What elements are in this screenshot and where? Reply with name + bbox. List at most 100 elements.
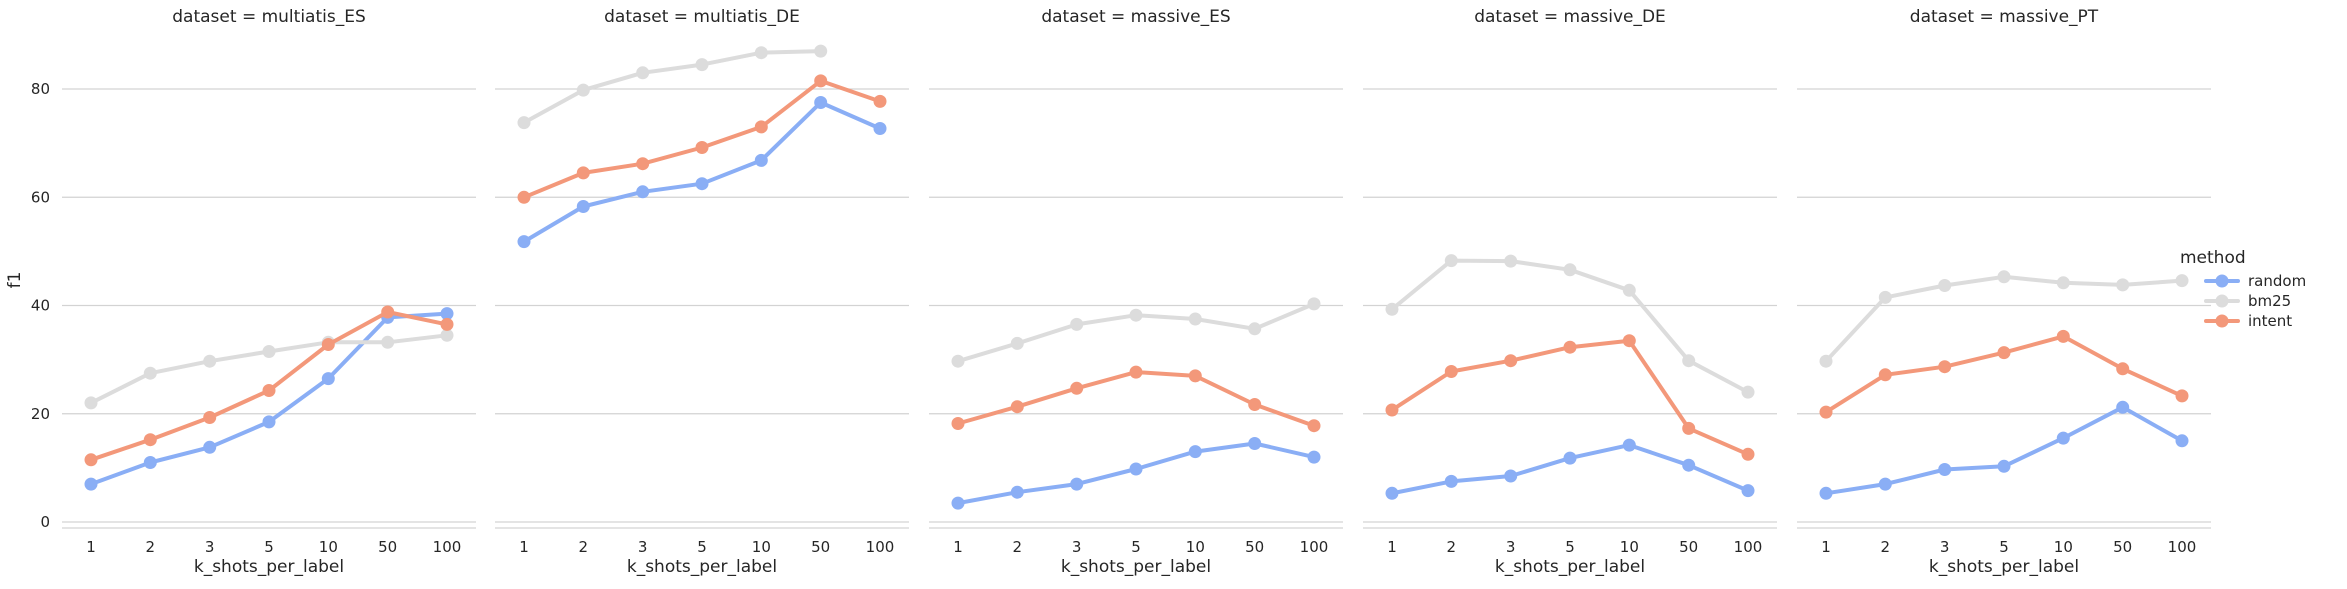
x-axis-label: k_shots_per_label [194,557,344,577]
data-point-intent [2056,329,2070,343]
panel-title: dataset = multiatis_ES [172,7,365,27]
data-point-intent [143,433,157,447]
x-tick-label: 1 [1387,538,1397,556]
panel-4: dataset = massive_DE 1 2 3 5 10 50 100 k_shots_p… [1363,7,1777,577]
data-point-intent [1938,360,1952,374]
x-tick-label: 50 [1679,538,1698,556]
data-point-intent [636,157,650,171]
data-point-bm25 [1070,317,1084,331]
data-point-bm25 [1444,254,1458,268]
panel-1: dataset = multiatis_ES 1 2 3 5 10 50 100 k_shots… [62,7,476,577]
x-tick-label: 5 [697,538,707,556]
data-point-random [1385,486,1399,500]
x-tick-label: 3 [205,538,215,556]
series-line-random [89,311,449,487]
x-tick-label: 5 [1999,538,2009,556]
data-point-intent [381,305,395,319]
data-point-random [203,440,217,454]
data-point-bm25 [203,354,217,368]
data-point-intent [1878,368,1892,382]
data-point-random [2175,434,2189,448]
data-point-random [754,153,768,167]
series-line-intent [1390,338,1750,457]
data-point-random [321,372,335,386]
panel-title: dataset = massive_DE [1474,7,1666,27]
x-tick-label: 5 [1565,538,1575,556]
data-point-random [1878,477,1892,491]
data-point-bm25 [143,366,157,380]
data-point-intent [1010,400,1024,414]
data-point-intent [576,166,590,180]
x-tick-label: 2 [579,538,589,556]
data-point-bm25 [695,58,709,72]
x-tick-label: 100 [2168,538,2197,556]
data-point-intent [203,411,217,424]
data-point-intent [1819,405,1833,419]
data-point-random [636,185,650,199]
series-bm25 [1819,270,2189,368]
series-random [84,307,454,491]
x-axis-label: k_shots_per_label [1929,557,2079,577]
data-point-bm25 [2056,276,2070,290]
data-point-bm25 [1682,354,1696,368]
data-point-random [1938,463,1952,476]
series-random [1385,438,1755,500]
data-point-random [1997,459,2011,473]
data-point-random [695,177,709,191]
data-point-random [951,496,965,510]
series-intent [517,74,887,204]
series-bm25 [951,297,1321,368]
x-tick-label: 10 [752,538,771,556]
data-point-bm25 [1819,354,1833,368]
data-point-random [814,96,828,109]
x-tick-label: 10 [2054,538,2073,556]
x-tick-label: 10 [1186,538,1205,556]
y-tick-label: 80 [31,80,50,98]
data-point-random [262,415,276,429]
legend-marker-intent [2215,314,2229,328]
series-intent [84,305,454,467]
data-point-bm25 [2116,278,2130,292]
series-line-random [1824,405,2184,496]
x-tick-label: 3 [638,538,648,556]
data-point-bm25 [754,46,768,60]
data-point-random [1010,485,1024,499]
y-tick-label: 0 [40,513,50,531]
data-point-intent [1129,365,1143,379]
x-tick-label: 1 [86,538,96,556]
data-point-bm25 [1188,312,1202,326]
data-point-random [2116,400,2130,414]
data-point-intent [695,141,709,154]
data-point-bm25 [262,345,276,358]
data-point-bm25 [517,116,531,130]
data-point-intent [1741,447,1755,461]
x-axis-label: k_shots_per_label [1495,557,1645,577]
x-tick-label: 2 [1881,538,1891,556]
data-point-random [1563,451,1577,465]
data-point-random [1741,484,1755,498]
data-point-intent [1188,369,1202,383]
panel-3: dataset = massive_ES 1 2 3 5 10 50 100 k_shots_p… [929,7,1343,577]
y-tick-label: 40 [31,297,50,315]
panel-title: dataset = massive_ES [1041,7,1230,27]
x-axis-label: k_shots_per_label [1061,557,1211,577]
x-tick-label: 100 [1300,538,1329,556]
series-random [1819,400,2189,500]
data-point-bm25 [1622,283,1636,297]
data-point-bm25 [440,328,454,342]
data-point-intent [1504,354,1518,368]
x-tick-label: 50 [1245,538,1264,556]
x-tick-label: 3 [1506,538,1516,556]
series-bm25 [84,328,454,410]
data-point-random [84,477,98,491]
data-point-random [440,307,454,321]
series-line-bm25 [522,49,823,125]
x-tick-label: 50 [378,538,397,556]
series-bm25 [1385,254,1755,399]
x-tick-label: 3 [1940,538,1950,556]
data-point-intent [321,338,335,351]
data-point-intent [517,190,531,204]
data-point-bm25 [814,44,828,58]
data-point-intent [440,317,454,331]
legend-label-random: random [2248,272,2306,290]
